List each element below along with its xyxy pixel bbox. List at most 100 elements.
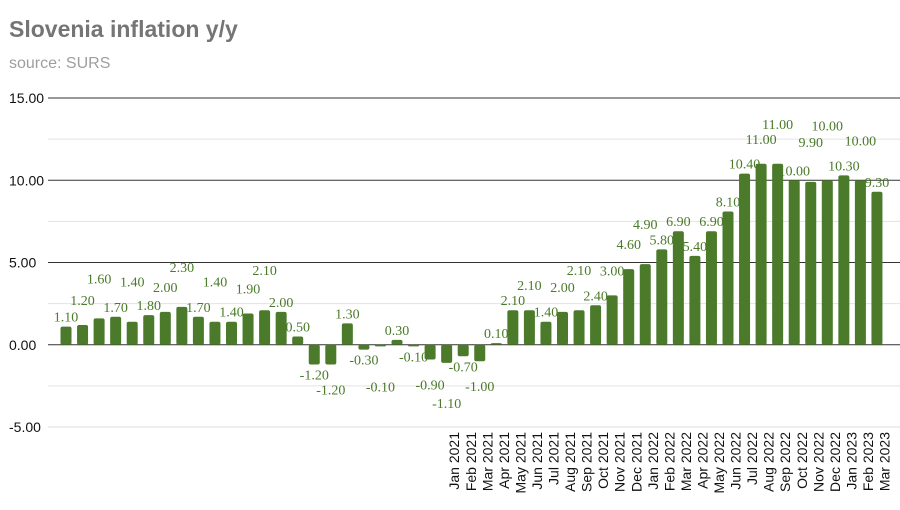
data-label: 3.00 (600, 264, 625, 279)
bar (60, 326, 72, 345)
bar (259, 310, 271, 345)
data-label: 4.90 (633, 218, 658, 233)
data-label: 1.70 (103, 301, 128, 316)
y-tick-label: -5.00 (9, 419, 41, 435)
bar (424, 344, 436, 360)
data-label: -0.10 (399, 350, 428, 365)
bar (772, 163, 784, 345)
bar (325, 344, 337, 365)
data-label: 11.00 (746, 133, 777, 148)
x-tick-label: Aug 2021 (562, 432, 578, 492)
bar (358, 344, 370, 350)
data-label: 9.30 (865, 176, 890, 191)
bar (540, 321, 552, 345)
bar (656, 249, 668, 345)
bar (308, 344, 320, 365)
data-label: 2.00 (550, 281, 575, 296)
x-tick-label: Jul 2021 (546, 432, 562, 485)
x-tick-label: Oct 2022 (794, 432, 810, 489)
x-tick-label: Dec 2021 (628, 432, 644, 492)
data-label: 1.70 (186, 301, 211, 316)
data-label: 2.00 (269, 296, 294, 311)
x-tick-label: Mar 2021 (479, 432, 495, 491)
bar (672, 231, 684, 345)
data-label: 1.40 (219, 306, 244, 321)
bar (159, 311, 171, 345)
bar (573, 310, 585, 345)
data-label: 1.30 (335, 307, 360, 322)
x-tick-label: Jan 2022 (645, 432, 661, 490)
x-tick-label: Feb 2022 (661, 432, 677, 491)
bar (192, 316, 204, 345)
bar (838, 175, 850, 345)
bar (490, 343, 502, 345)
data-label: 10.00 (778, 164, 810, 179)
chart-title: Slovenia inflation y/y (9, 16, 238, 42)
data-label: 2.10 (501, 294, 526, 309)
data-label: 1.40 (120, 276, 145, 291)
bar (242, 313, 254, 345)
bar (374, 344, 386, 347)
data-label: 10.00 (845, 134, 877, 149)
y-tick-label: 0.00 (9, 337, 36, 353)
data-label: -0.90 (416, 379, 445, 394)
data-label: 0.10 (484, 327, 509, 342)
bar (755, 163, 767, 345)
x-tick-label: Jan 2023 (843, 432, 859, 490)
data-label: 1.40 (534, 306, 559, 321)
data-label: 1.20 (70, 294, 95, 309)
bar (441, 344, 453, 363)
x-tick-label: Feb 2023 (860, 432, 876, 491)
data-label: 6.90 (666, 215, 691, 230)
bar (507, 310, 519, 345)
bar (689, 255, 701, 345)
bar (77, 325, 89, 345)
x-tick-label: Oct 2021 (595, 432, 611, 489)
data-label: 1.90 (236, 282, 261, 297)
bar (457, 344, 469, 357)
data-label: 2.00 (153, 281, 178, 296)
bar (639, 264, 651, 345)
data-label: 1.40 (203, 276, 228, 291)
data-label: -0.70 (449, 360, 478, 375)
data-label: 10.40 (729, 158, 761, 173)
x-tick-label: Sep 2021 (579, 432, 595, 492)
data-label: 6.90 (699, 215, 724, 230)
x-tick-label: Jun 2021 (529, 432, 545, 490)
data-label: 10.30 (828, 159, 860, 174)
data-label: 5.40 (683, 240, 708, 255)
data-label: -0.30 (349, 354, 378, 369)
data-label: 2.40 (583, 289, 608, 304)
bar (606, 295, 618, 345)
data-label: 2.10 (567, 264, 592, 279)
x-tick-label: May 2022 (711, 432, 727, 494)
x-tick-label: Jan 2021 (446, 432, 462, 490)
bar (408, 344, 420, 347)
data-label: 1.10 (54, 311, 79, 326)
data-label: -1.20 (300, 368, 329, 383)
y-tick-label: 15.00 (9, 90, 44, 106)
x-tick-label: Nov 2022 (810, 432, 826, 492)
bar (722, 211, 734, 345)
x-tick-label: Jul 2022 (744, 432, 760, 485)
y-tick-label: 5.00 (9, 255, 36, 271)
bar (739, 173, 751, 345)
bar (176, 306, 188, 345)
bar (871, 191, 883, 345)
bar (226, 321, 237, 345)
data-label: 8.10 (716, 196, 741, 211)
data-label: 0.50 (285, 321, 310, 336)
data-label: 2.30 (170, 261, 195, 276)
data-label: 1.60 (87, 272, 112, 287)
bar (705, 231, 717, 345)
x-tick-label: Sep 2022 (777, 432, 793, 492)
data-label: 0.30 (385, 324, 410, 339)
bar (341, 323, 353, 345)
data-label: 9.90 (799, 136, 824, 151)
bar (557, 311, 568, 345)
data-label: 2.10 (517, 279, 542, 294)
bar (523, 310, 535, 345)
x-tick-label: Mar 2022 (678, 432, 694, 491)
bar (209, 321, 221, 345)
bar (474, 344, 486, 362)
